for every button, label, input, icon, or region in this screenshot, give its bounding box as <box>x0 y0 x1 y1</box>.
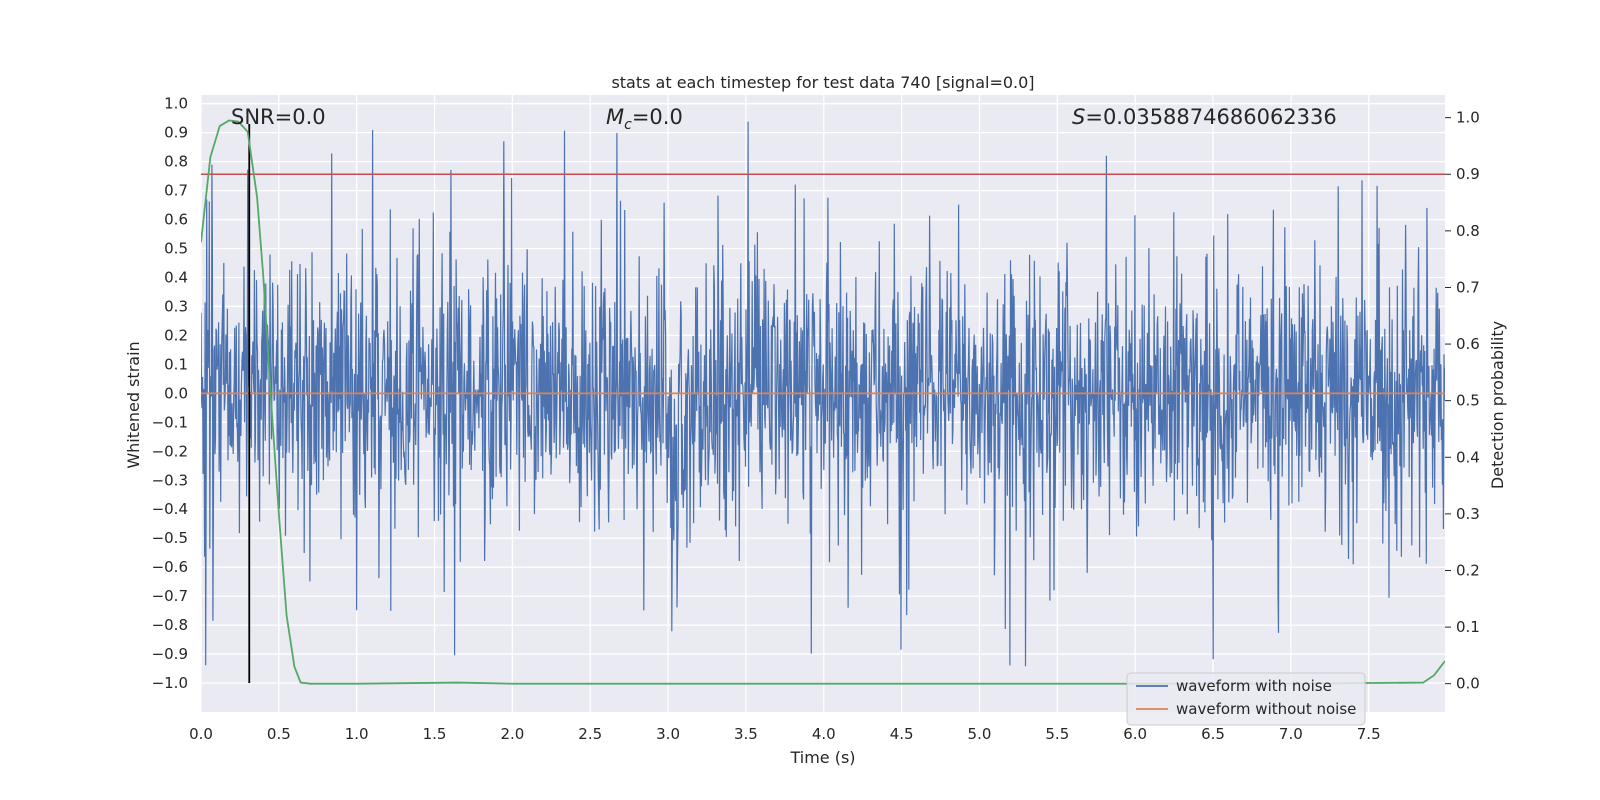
y-tick-label: −0.8 <box>152 616 188 634</box>
y-tick-label: −0.7 <box>152 587 188 605</box>
y-tick-label: 0.0 <box>164 384 188 402</box>
x-tick-label: 7.0 <box>1279 725 1303 743</box>
y2-tick-label: 0.3 <box>1456 505 1480 523</box>
series-detection-probability <box>201 119 1445 685</box>
y2-tick-label: 0.0 <box>1456 675 1480 693</box>
y-tick-label: −0.9 <box>152 645 188 663</box>
s-value: =0.0358874686062336 <box>1085 105 1336 129</box>
y-tick-label: −1.0 <box>152 674 188 692</box>
y-tick-label: −0.6 <box>152 558 188 576</box>
y2-axis-ticks: 0.0 0.1 0.2 0.3 0.4 0.5 0.6 0.7 0.8 0.9 1.0 <box>1445 109 1480 693</box>
y-tick-label: 0.4 <box>164 268 188 286</box>
chirp-mass-subscript: c <box>624 117 632 133</box>
legend: waveform with noise waveform without noi… <box>1126 672 1366 726</box>
x-tick-label: 0.0 <box>189 725 213 743</box>
legend-box <box>1126 672 1366 726</box>
y-tick-label: −0.4 <box>152 500 188 518</box>
waveform-with-noise-line <box>201 121 1445 667</box>
s-annotation: S=0.0358874686062336 <box>1072 105 1337 129</box>
y2-tick-label: 0.6 <box>1456 335 1480 353</box>
chirp-mass-annotation: Mc=0.0 <box>606 105 683 133</box>
chart-title: stats at each timestep for test data 740… <box>611 73 1034 92</box>
y-axis-label: Whitened strain <box>124 341 143 468</box>
y2-tick-label: 0.4 <box>1456 448 1480 466</box>
y-tick-label: 0.7 <box>164 182 188 200</box>
y-tick-label: −0.3 <box>152 471 188 489</box>
y2-tick-label: 0.5 <box>1456 392 1480 410</box>
y-tick-label: −0.1 <box>152 413 188 431</box>
y-tick-label: 1.0 <box>164 95 188 113</box>
x-tick-label: 2.5 <box>578 725 602 743</box>
y2-tick-label: 0.1 <box>1456 618 1480 636</box>
x-tick-label: 4.5 <box>890 725 914 743</box>
x-axis-label: Time (s) <box>789 748 855 767</box>
x-tick-label: 5.5 <box>1045 725 1069 743</box>
snr-annotation: SNR=0.0 <box>231 105 326 129</box>
x-tick-label: 1.5 <box>423 725 447 743</box>
y2-tick-label: 0.9 <box>1456 165 1480 183</box>
y2-axis-label: Detection probability <box>1488 321 1507 489</box>
y-tick-label: 0.5 <box>164 240 188 258</box>
y-tick-label: 0.9 <box>164 124 188 142</box>
x-axis-ticks: 0.0 0.5 1.0 1.5 2.0 2.5 3.0 3.5 4.0 4.5 5.0 5.5 6.0 6… <box>189 725 1381 743</box>
x-tick-label: 6.5 <box>1201 725 1225 743</box>
x-tick-label: 5.0 <box>968 725 992 743</box>
x-tick-label: 7.5 <box>1357 725 1381 743</box>
y-tick-label: 0.3 <box>164 297 188 315</box>
y-tick-label: −0.5 <box>152 529 188 547</box>
chirp-mass-value: =0.0 <box>632 105 683 129</box>
x-tick-label: 1.0 <box>345 725 369 743</box>
legend-label-noise: waveform with noise <box>1176 677 1332 695</box>
x-tick-label: 4.0 <box>812 725 836 743</box>
legend-label-clean: waveform without noise <box>1176 700 1356 718</box>
y-tick-label: 0.8 <box>164 153 188 171</box>
x-tick-label: 3.0 <box>656 725 680 743</box>
y-axis-ticks: 1.0 0.9 0.8 0.7 0.6 0.5 0.4 0.3 0.2 0.1 0.0 −0.1 −0.… <box>152 95 188 692</box>
y2-tick-label: 1.0 <box>1456 109 1480 127</box>
y-tick-label: 0.1 <box>164 355 188 373</box>
s-symbol: S <box>1072 105 1085 129</box>
y2-tick-label: 0.8 <box>1456 222 1480 240</box>
x-tick-label: 2.0 <box>500 725 524 743</box>
x-tick-label: 0.5 <box>267 725 291 743</box>
x-tick-label: 3.5 <box>734 725 758 743</box>
y2-tick-label: 0.7 <box>1456 278 1480 296</box>
detection-probability-line <box>201 119 1445 685</box>
series-waveform-with-noise <box>201 121 1445 667</box>
y-tick-label: 0.6 <box>164 211 188 229</box>
x-tick-label: 6.0 <box>1123 725 1147 743</box>
y-tick-label: 0.2 <box>164 326 188 344</box>
y2-tick-label: 0.2 <box>1456 561 1480 579</box>
chirp-mass-symbol: M <box>606 105 624 129</box>
y-tick-label: −0.2 <box>152 442 188 460</box>
